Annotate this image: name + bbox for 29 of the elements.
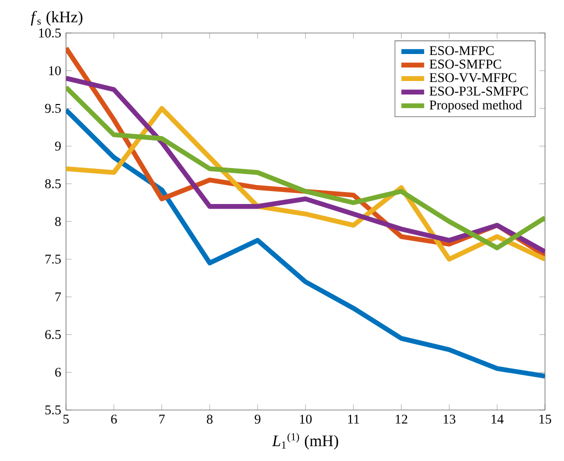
x-tick-label: 15 <box>540 414 552 424</box>
x-tick-label: 6 <box>111 414 117 424</box>
x-tick-label: 11 <box>348 414 360 424</box>
y-tick-label: 7 <box>56 292 61 302</box>
legend-label: ESO-SMFPC <box>430 60 502 69</box>
y-tick-label: 6.5 <box>45 330 61 340</box>
x-tick-label: 12 <box>396 414 408 424</box>
y-tick-label: 9 <box>55 142 61 151</box>
y-tick-label: 8.5 <box>45 179 61 188</box>
legend-label: ESO-MFPC <box>430 46 494 56</box>
y-tick-label: 6 <box>55 368 61 377</box>
legend-label: ESO-P3L-SMFPC <box>430 86 528 96</box>
y-tick-label: 9.5 <box>45 104 61 113</box>
legend-label: Proposed method <box>430 100 522 112</box>
x-tick-label: 10 <box>300 414 312 424</box>
y-axis-title: f$_{s}$ (kHz) <box>30 10 82 26</box>
x-tick-label: 7 <box>159 414 165 424</box>
x-tick-label: 5 <box>63 414 69 424</box>
legend-label: ESO-VV-MFPC <box>430 73 516 82</box>
x-tick-label: 9 <box>254 414 260 424</box>
y-tick-label: 10 <box>49 66 61 76</box>
y-tick-label: 5.5 <box>45 406 61 414</box>
x-tick-label: 13 <box>444 414 456 424</box>
x-axis-title: L$_{1}$$^{(1)}$ (mH) <box>272 432 338 450</box>
x-tick-label: 14 <box>492 414 504 424</box>
x-tick-label: 8 <box>206 414 213 424</box>
y-tick-label: 7.5 <box>46 254 61 264</box>
y-tick-label: 10.5 <box>39 28 61 38</box>
y-tick-label: 8 <box>55 217 61 226</box>
